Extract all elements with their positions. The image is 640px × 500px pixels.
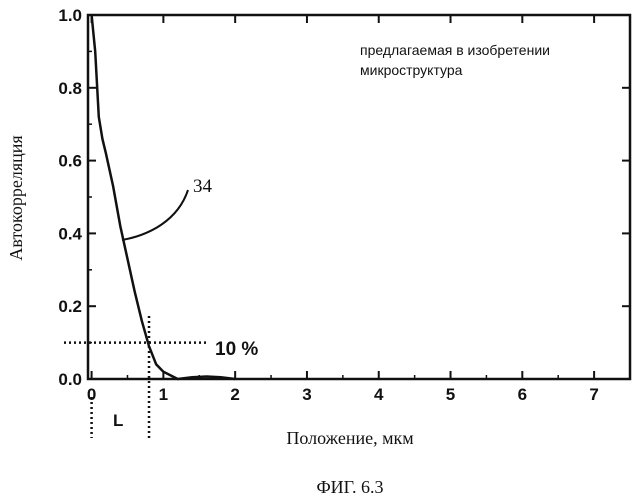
y-axis-title: Автокорреляция (6, 135, 26, 260)
x-tick-label: 6 (518, 385, 527, 404)
legend-text-line-2: микроструктура (360, 62, 463, 78)
y-tick-label: 0.4 (58, 224, 82, 243)
curve-label-leader (122, 190, 188, 240)
y-tick-label: 0.2 (58, 297, 82, 316)
figure-caption: ФИГ. 6.3 (316, 477, 383, 497)
plot-frame (88, 15, 630, 379)
x-tick-label: 2 (230, 385, 239, 404)
length-label: L (113, 411, 123, 430)
curve-label: 34 (193, 176, 213, 197)
y-tick-label: 1.0 (58, 6, 82, 25)
plot-layer: 012345670.00.20.40.60.81.0 (58, 6, 630, 438)
threshold-label: 10 % (215, 339, 258, 360)
y-tick-label: 0.6 (58, 152, 82, 171)
y-tick-label: 0.0 (58, 370, 82, 389)
y-tick-label: 0.8 (58, 79, 82, 98)
x-tick-label: 0 (87, 385, 96, 404)
x-tick-label: 4 (374, 385, 384, 404)
legend-text-line-1: предлагаемая в изобретении (360, 42, 550, 58)
x-tick-label: 3 (302, 385, 311, 404)
x-tick-label: 5 (446, 385, 455, 404)
x-tick-label: 7 (589, 385, 598, 404)
x-axis-title: Положение, мкм (286, 428, 413, 448)
x-tick-label: 1 (159, 385, 168, 404)
data-series-line (92, 15, 236, 379)
